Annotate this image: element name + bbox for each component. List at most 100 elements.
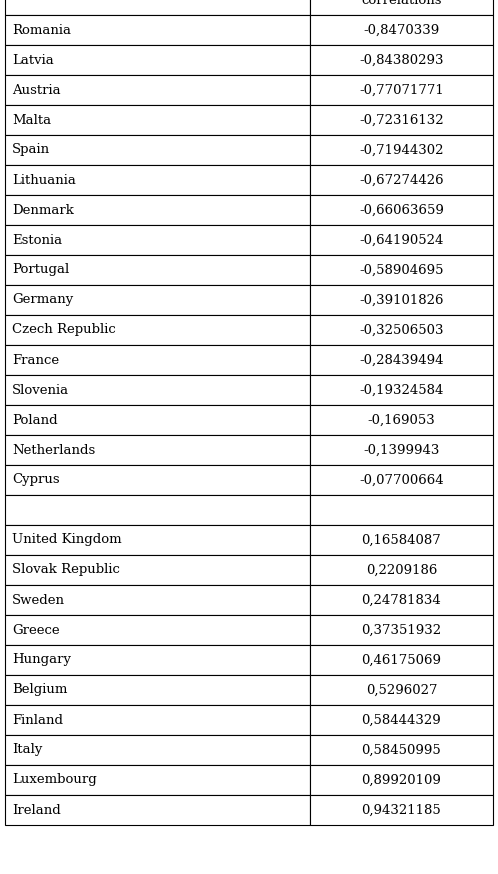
Bar — [5, 495, 310, 525]
Text: -0,84380293: -0,84380293 — [359, 53, 444, 66]
Bar — [5, 765, 310, 795]
Bar — [5, 705, 310, 735]
Text: -0,32506503: -0,32506503 — [359, 323, 444, 336]
Bar — [310, 525, 493, 555]
Text: -0,19324584: -0,19324584 — [360, 384, 444, 397]
Text: Slovenia: Slovenia — [12, 384, 69, 397]
Bar — [5, 165, 310, 195]
Bar — [5, 555, 310, 585]
Bar — [310, 315, 493, 345]
Text: -0,77071771: -0,77071771 — [359, 84, 444, 96]
Bar — [5, 75, 310, 105]
Text: Finland: Finland — [12, 713, 63, 726]
Bar — [5, 645, 310, 675]
Bar — [310, 795, 493, 825]
Bar — [310, 225, 493, 255]
Bar — [5, 285, 310, 315]
Bar — [310, 195, 493, 225]
Text: -0,28439494: -0,28439494 — [359, 353, 444, 366]
Text: Greece: Greece — [12, 623, 60, 636]
Bar — [310, 645, 493, 675]
Text: Denmark: Denmark — [12, 204, 74, 217]
Text: Germany: Germany — [12, 294, 73, 307]
Bar — [310, 375, 493, 405]
Bar — [5, 255, 310, 285]
Text: 0,58450995: 0,58450995 — [362, 744, 441, 757]
Text: Hungary: Hungary — [12, 654, 71, 667]
Bar — [5, 315, 310, 345]
Bar — [5, 675, 310, 705]
Text: 0,2209186: 0,2209186 — [366, 564, 437, 577]
Text: Cyprus: Cyprus — [12, 474, 60, 487]
Text: Luxembourg: Luxembourg — [12, 773, 97, 787]
Text: -0,169053: -0,169053 — [368, 413, 435, 427]
Bar — [5, 45, 310, 75]
Text: -0,1399943: -0,1399943 — [364, 443, 440, 456]
Text: -0,72316132: -0,72316132 — [359, 114, 444, 127]
Bar — [310, 45, 493, 75]
Text: 0,89920109: 0,89920109 — [362, 773, 441, 787]
Bar — [310, 585, 493, 615]
Text: 0,24781834: 0,24781834 — [362, 593, 441, 607]
Text: -0,8470339: -0,8470339 — [364, 24, 440, 37]
Text: -0,67274426: -0,67274426 — [359, 174, 444, 186]
Bar — [5, 225, 310, 255]
Text: -0,66063659: -0,66063659 — [359, 204, 444, 217]
Text: -0,58904695: -0,58904695 — [359, 263, 444, 276]
Text: -0,07700664: -0,07700664 — [359, 474, 444, 487]
Text: Italy: Italy — [12, 744, 42, 757]
Text: 0,5296027: 0,5296027 — [366, 683, 437, 697]
Bar — [310, 345, 493, 375]
Bar — [310, 165, 493, 195]
Text: Spain: Spain — [12, 143, 50, 156]
Text: Estonia: Estonia — [12, 233, 62, 246]
Text: Latvia: Latvia — [12, 53, 54, 66]
Bar — [5, 795, 310, 825]
Text: -0,64190524: -0,64190524 — [360, 233, 444, 246]
Text: Slovak Republic: Slovak Republic — [12, 564, 120, 577]
Text: Ireland: Ireland — [12, 803, 61, 816]
Bar — [5, 105, 310, 135]
Bar — [5, 405, 310, 435]
Bar — [310, 105, 493, 135]
Text: Romania: Romania — [12, 24, 71, 37]
Text: Netherlands: Netherlands — [12, 443, 95, 456]
Bar — [5, 375, 310, 405]
Bar — [310, 675, 493, 705]
Bar — [310, 15, 493, 45]
Bar — [5, 465, 310, 495]
Bar — [5, 135, 310, 165]
Bar — [5, 345, 310, 375]
Bar — [310, 555, 493, 585]
Bar — [310, 0, 493, 15]
Text: United Kingdom: United Kingdom — [12, 533, 122, 546]
Text: Sweden: Sweden — [12, 593, 65, 607]
Bar — [310, 615, 493, 645]
Text: 0,46175069: 0,46175069 — [362, 654, 442, 667]
Text: Czech Republic: Czech Republic — [12, 323, 116, 336]
Bar — [5, 435, 310, 465]
Bar — [5, 15, 310, 45]
Text: 0,37351932: 0,37351932 — [362, 623, 442, 636]
Bar — [310, 465, 493, 495]
Bar — [310, 285, 493, 315]
Text: France: France — [12, 353, 59, 366]
Bar — [5, 585, 310, 615]
Text: correlations: correlations — [361, 0, 442, 6]
Text: Belgium: Belgium — [12, 683, 67, 697]
Text: Poland: Poland — [12, 413, 58, 427]
Text: Lithuania: Lithuania — [12, 174, 76, 186]
Bar — [5, 195, 310, 225]
Bar — [310, 405, 493, 435]
Text: Portugal: Portugal — [12, 263, 69, 276]
Bar — [5, 615, 310, 645]
Bar — [310, 255, 493, 285]
Text: -0,71944302: -0,71944302 — [359, 143, 444, 156]
Text: Malta: Malta — [12, 114, 51, 127]
Bar — [310, 765, 493, 795]
Bar — [310, 135, 493, 165]
Bar — [5, 0, 310, 15]
Bar — [5, 735, 310, 765]
Bar — [310, 735, 493, 765]
Bar — [310, 435, 493, 465]
